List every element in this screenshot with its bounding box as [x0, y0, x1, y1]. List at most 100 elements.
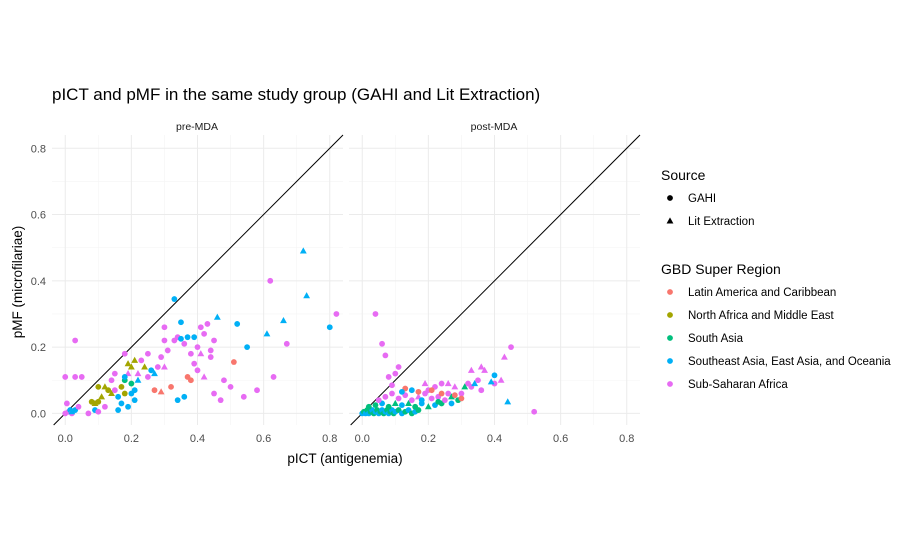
- data-point-circle: [204, 321, 211, 327]
- data-point-circle: [184, 334, 191, 341]
- circle-legend-key: [667, 195, 673, 201]
- color-legend-label: Sub-Saharan Africa: [688, 379, 788, 391]
- data-point-circle: [201, 330, 208, 337]
- data-point-circle: [372, 311, 379, 317]
- data-point-circle: [385, 403, 392, 410]
- data-point-circle: [191, 360, 198, 367]
- color-legend-key: [667, 335, 673, 341]
- x-tick-label: 0.8: [619, 433, 634, 445]
- data-point-circle: [164, 347, 171, 354]
- data-point-circle: [171, 296, 178, 302]
- data-point-circle: [375, 397, 382, 404]
- data-point-circle: [230, 359, 237, 365]
- data-point-circle: [389, 390, 395, 397]
- data-point-circle: [283, 340, 290, 347]
- data-point-circle: [491, 372, 498, 379]
- data-point-triangle: [127, 363, 135, 370]
- data-point-triangle: [151, 370, 158, 377]
- shape-legend-title: Source: [661, 167, 706, 183]
- data-point-triangle: [451, 383, 459, 390]
- data-point-circle: [128, 380, 135, 387]
- data-point-circle: [207, 354, 214, 360]
- data-point-triangle: [303, 292, 311, 299]
- data-point-circle: [508, 344, 514, 351]
- data-point-circle: [399, 402, 405, 409]
- color-legend-key: [667, 312, 673, 318]
- data-point-circle: [428, 387, 435, 394]
- data-point-triangle: [501, 353, 508, 360]
- data-point-triangle: [424, 403, 432, 410]
- triangle-legend-key: [666, 217, 674, 224]
- data-point-circle: [392, 370, 399, 377]
- data-point-circle: [121, 390, 128, 397]
- data-point-triangle: [131, 356, 139, 363]
- data-point-circle: [458, 390, 465, 397]
- data-point-triangle: [467, 366, 475, 373]
- data-point-circle: [438, 390, 445, 397]
- facet-label-post-mda: post-MDA: [471, 121, 518, 133]
- data-point-circle: [478, 387, 485, 394]
- data-point-triangle: [157, 388, 165, 395]
- data-point-triangle: [405, 399, 412, 406]
- data-point-circle: [168, 383, 174, 390]
- data-point-circle: [62, 374, 69, 380]
- x-tick-label: 0.4: [190, 433, 205, 445]
- chart-title: pICT and pMF in the same study group (GA…: [52, 85, 540, 104]
- data-point-circle: [161, 324, 168, 331]
- data-point-circle: [111, 370, 118, 377]
- data-point-triangle: [197, 350, 205, 357]
- data-point-circle: [115, 407, 122, 413]
- data-point-circle: [441, 397, 448, 404]
- data-point-circle: [448, 400, 455, 407]
- x-tick-labels-post-mda: 0.0 0.2 0.4 0.6 0.8: [355, 433, 635, 445]
- data-point-circle: [197, 324, 204, 331]
- data-point-circle: [395, 395, 402, 402]
- data-point-circle: [408, 387, 415, 394]
- data-point-circle: [178, 335, 184, 342]
- data-point-triangle: [299, 247, 307, 254]
- data-point-triangle: [68, 408, 76, 415]
- x-tick-label: 0.8: [322, 433, 337, 445]
- color-legend-entry: North Africa and Middle East: [667, 310, 835, 322]
- data-point-circle: [144, 350, 151, 357]
- data-point-circle: [385, 374, 392, 380]
- data-point-circle: [194, 367, 201, 374]
- data-point-circle: [181, 340, 188, 347]
- data-point-circle: [435, 398, 442, 405]
- data-point-circle: [78, 374, 85, 380]
- data-point-circle: [438, 380, 445, 387]
- data-point-circle: [118, 400, 125, 407]
- data-point-circle: [211, 337, 217, 344]
- data-point-circle: [254, 387, 260, 394]
- data-point-circle: [191, 334, 198, 341]
- x-axis-title: pICT (antigenemia): [287, 451, 402, 466]
- data-point-triangle: [461, 383, 469, 390]
- color-legend-label: South Asia: [688, 333, 744, 345]
- data-point-circle: [194, 344, 201, 351]
- data-point-circle: [85, 410, 92, 417]
- data-point-circle: [408, 397, 415, 404]
- x-tick-label: 0.4: [487, 433, 502, 445]
- data-point-circle: [108, 377, 115, 384]
- data-point-circle: [125, 403, 131, 410]
- color-legend-entry: South Asia: [667, 333, 744, 345]
- color-legend-label: North Africa and Middle East: [688, 310, 835, 322]
- data-point-circle: [333, 311, 340, 317]
- data-point-circle: [148, 367, 155, 374]
- data-point-circle: [389, 382, 395, 389]
- data-point-circle: [211, 390, 217, 397]
- data-point-circle: [174, 397, 181, 404]
- y-tick-label: 0.4: [31, 276, 46, 288]
- color-legend-label: Southeast Asia, East Asia, and Oceania: [688, 356, 891, 368]
- data-point-circle: [395, 364, 402, 370]
- data-point-triangle: [213, 313, 221, 320]
- data-point-triangle: [448, 393, 455, 400]
- shape-legend-label: GAHI: [688, 193, 716, 205]
- data-point-circle: [382, 352, 389, 359]
- grid-post-mda: [349, 135, 640, 425]
- data-point-circle: [187, 377, 194, 384]
- data-point-circle: [207, 347, 214, 354]
- y-tick-labels: 0.0 0.2 0.4 0.6 0.8: [31, 143, 46, 420]
- data-point-circle: [227, 383, 234, 390]
